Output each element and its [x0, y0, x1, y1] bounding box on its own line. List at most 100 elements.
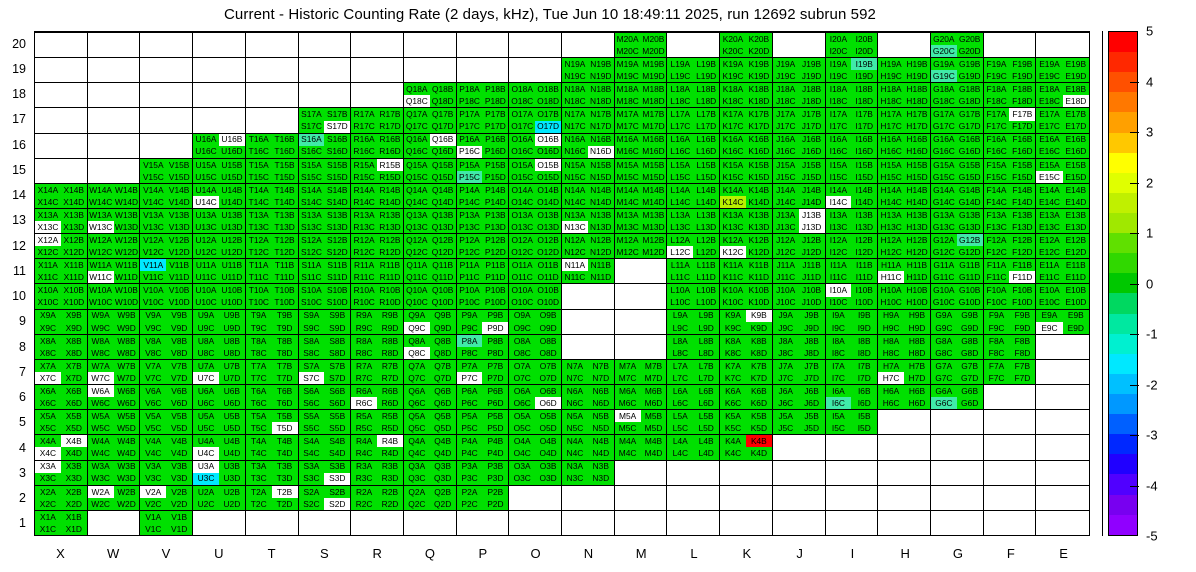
heatmap-subcell-P2D[interactable]: P2D	[482, 497, 509, 510]
heatmap-subcell-T11C[interactable]: T11C	[245, 271, 272, 284]
heatmap-subcell-G17B[interactable]: G17B	[956, 108, 983, 121]
heatmap-subcell-N18D[interactable]: N18D	[587, 95, 614, 108]
heatmap-subcell-G7A[interactable]: G7A	[930, 359, 957, 373]
heatmap-subcell-R14A[interactable]: R14A	[351, 183, 378, 196]
heatmap-subcell-E11C[interactable]: E11C	[1036, 271, 1063, 284]
heatmap-subcell-L18D[interactable]: L18D	[693, 95, 720, 108]
heatmap-subcell-L10B[interactable]: L10B	[693, 284, 720, 297]
heatmap-cell-F7[interactable]: F7A F7B F7C F7D	[983, 358, 1037, 385]
heatmap-subcell-N12C[interactable]: N12C	[562, 246, 588, 259]
heatmap-subcell-J5C[interactable]: J5C	[772, 422, 799, 435]
heatmap-subcell-K9C[interactable]: K9C	[720, 321, 746, 334]
heatmap-subcell-K20A[interactable]: K20A	[720, 33, 746, 46]
heatmap-subcell-U15D[interactable]: U15D	[218, 170, 245, 183]
heatmap-subcell-S11A[interactable]: S11A	[298, 259, 325, 272]
heatmap-cell-P9[interactable]: P9A P9B P9C P9D	[456, 308, 510, 334]
heatmap-subcell-Q13C[interactable]: Q13C	[403, 221, 430, 234]
heatmap-subcell-F7D[interactable]: F7D	[1009, 372, 1036, 385]
heatmap-cell-I6[interactable]: I6A I6B I6C I6D	[825, 384, 879, 410]
heatmap-subcell-F17A[interactable]: F17A	[983, 108, 1010, 121]
heatmap-cell-K15[interactable]: K15A K15B K15C K15D	[720, 157, 773, 183]
heatmap-subcell-H17C[interactable]: H17C	[878, 120, 905, 133]
heatmap-subcell-U9D[interactable]: U9D	[218, 321, 245, 334]
heatmap-subcell-K4D[interactable]: K4D	[745, 447, 772, 460]
heatmap-subcell-T14D[interactable]: T14D	[271, 195, 298, 209]
heatmap-subcell-E15B[interactable]: E15B	[1062, 158, 1089, 171]
heatmap-cell-empty-E7[interactable]	[1036, 358, 1089, 385]
heatmap-subcell-Q5D[interactable]: Q5D	[429, 422, 456, 435]
heatmap-subcell-R5C[interactable]: R5C	[351, 422, 378, 435]
heatmap-subcell-J18C[interactable]: J18C	[772, 95, 799, 108]
heatmap-cell-S13[interactable]: S13A S13B S13C S13D	[298, 208, 352, 234]
heatmap-subcell-X10B[interactable]: X10B	[60, 284, 87, 297]
heatmap-subcell-X11D[interactable]: X11D	[60, 271, 87, 284]
heatmap-subcell-O5C[interactable]: O5C	[509, 422, 536, 435]
heatmap-subcell-H17A[interactable]: H17A	[878, 108, 905, 121]
heatmap-subcell-N17B[interactable]: N17B	[587, 108, 614, 121]
heatmap-subcell-W4D[interactable]: W4D	[113, 447, 140, 460]
heatmap-subcell-H12D[interactable]: H12D	[904, 246, 930, 259]
heatmap-subcell-P5D[interactable]: P5D	[482, 422, 509, 435]
heatmap-subcell-O17D[interactable]: O17D	[535, 120, 561, 133]
heatmap-subcell-U14B[interactable]: U14B	[218, 183, 245, 196]
heatmap-cell-R10[interactable]: R10A R10B R10C R10D	[351, 283, 404, 309]
heatmap-subcell-H9A[interactable]: H9A	[878, 309, 905, 322]
heatmap-subcell-J9B[interactable]: J9B	[798, 309, 825, 322]
heatmap-cell-S7[interactable]: S7A S7B S7C S7D	[298, 358, 352, 385]
heatmap-cell-L11[interactable]: L11A L11B L11C L11D	[667, 258, 721, 284]
heatmap-cell-F9[interactable]: F9A F9B F9C F9D	[983, 308, 1037, 334]
heatmap-subcell-F15A[interactable]: F15A	[983, 158, 1010, 171]
heatmap-cell-K16[interactable]: K16A K16B K16C K16D	[720, 132, 773, 158]
heatmap-subcell-G12A[interactable]: G12A	[930, 234, 957, 247]
heatmap-subcell-M17D[interactable]: M17D	[640, 120, 667, 133]
heatmap-subcell-J14A[interactable]: J14A	[772, 183, 799, 196]
heatmap-cell-O6[interactable]: O6A O6B O6C O6D	[509, 384, 562, 410]
heatmap-subcell-J17A[interactable]: J17A	[772, 108, 799, 121]
heatmap-subcell-X12D[interactable]: X12D	[60, 246, 87, 259]
heatmap-cell-I10[interactable]: I10A I10B I10C I10D	[825, 283, 879, 309]
heatmap-subcell-F14C[interactable]: F14C	[983, 195, 1010, 209]
heatmap-cell-W13[interactable]: W13A W13B W13C W13D	[87, 208, 141, 234]
heatmap-cell-K17[interactable]: K17A K17B K17C K17D	[720, 107, 773, 133]
heatmap-subcell-Q6C[interactable]: Q6C	[403, 397, 430, 410]
heatmap-cell-O9[interactable]: O9A O9B O9C O9D	[509, 308, 562, 334]
heatmap-subcell-R15B[interactable]: R15B	[377, 158, 403, 171]
heatmap-subcell-J10D[interactable]: J10D	[798, 296, 825, 309]
heatmap-subcell-S2C[interactable]: S2C	[298, 497, 325, 510]
heatmap-subcell-K17A[interactable]: K17A	[720, 108, 746, 121]
heatmap-cell-P12[interactable]: P12A P12B P12C P12D	[456, 233, 510, 259]
heatmap-subcell-N14B[interactable]: N14B	[587, 183, 614, 196]
heatmap-subcell-L15A[interactable]: L15A	[667, 158, 694, 171]
heatmap-subcell-U6C[interactable]: U6C	[193, 397, 219, 410]
heatmap-subcell-H8C[interactable]: H8C	[878, 346, 905, 359]
heatmap-subcell-F8D[interactable]: F8D	[1009, 346, 1036, 359]
heatmap-cell-N14[interactable]: N14A N14B N14C N14D	[562, 182, 615, 209]
heatmap-subcell-S17B[interactable]: S17B	[324, 108, 351, 121]
heatmap-subcell-O4C[interactable]: O4C	[509, 447, 536, 460]
heatmap-subcell-N15D[interactable]: N15D	[587, 170, 614, 183]
heatmap-cell-empty-E3[interactable]	[1036, 459, 1089, 485]
heatmap-subcell-Q12D[interactable]: Q12D	[429, 246, 456, 259]
heatmap-cell-empty-M9[interactable]	[614, 308, 668, 334]
heatmap-subcell-V2A[interactable]: V2A	[140, 485, 167, 498]
heatmap-subcell-U8C[interactable]: U8C	[193, 346, 219, 359]
heatmap-subcell-V5A[interactable]: V5A	[140, 410, 167, 423]
heatmap-subcell-M20D[interactable]: M20D	[640, 45, 667, 58]
heatmap-cell-R12[interactable]: R12A R12B R12C R12D	[351, 233, 404, 259]
heatmap-subcell-L18B[interactable]: L18B	[693, 83, 720, 96]
heatmap-cell-I18[interactable]: I18A I18B I18C I18D	[825, 82, 879, 108]
heatmap-subcell-G10D[interactable]: G10D	[956, 296, 983, 309]
heatmap-subcell-K8D[interactable]: K8D	[745, 346, 772, 359]
heatmap-subcell-H19B[interactable]: H19B	[904, 58, 930, 71]
heatmap-cell-U2[interactable]: U2A U2B U2C U2D	[193, 484, 246, 510]
heatmap-subcell-X6D[interactable]: X6D	[60, 397, 87, 410]
heatmap-cell-M16[interactable]: M16A M16B M16C M16D	[614, 132, 668, 158]
heatmap-subcell-F12D[interactable]: F12D	[1009, 246, 1036, 259]
heatmap-subcell-V8C[interactable]: V8C	[140, 346, 167, 359]
heatmap-cell-I19[interactable]: I19A I19B I19C I19D	[825, 57, 879, 83]
heatmap-cell-empty-G2[interactable]	[930, 484, 984, 510]
heatmap-subcell-I20B[interactable]: I20B	[851, 33, 878, 46]
heatmap-subcell-O18A[interactable]: O18A	[509, 83, 536, 96]
heatmap-subcell-F10D[interactable]: F10D	[1009, 296, 1036, 309]
heatmap-subcell-G18C[interactable]: G18C	[930, 95, 957, 108]
